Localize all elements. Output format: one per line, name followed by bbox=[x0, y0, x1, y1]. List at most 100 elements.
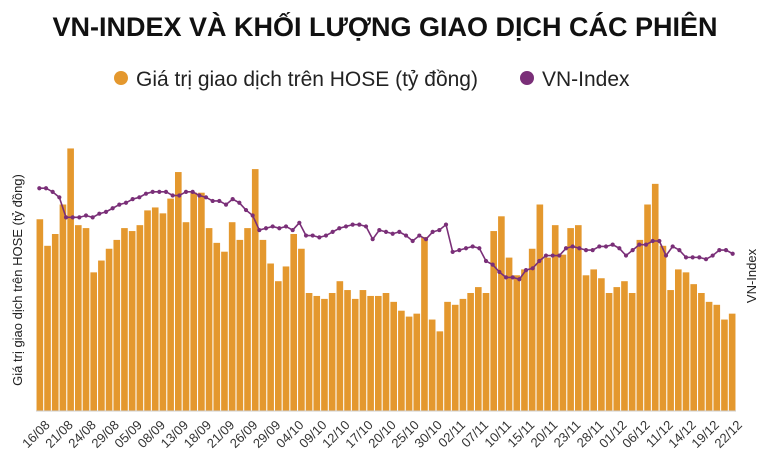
bar-53 bbox=[444, 301, 451, 411]
vn-index-point-45 bbox=[337, 226, 342, 231]
bar-71 bbox=[582, 275, 590, 411]
vn-index-point-32 bbox=[250, 213, 255, 218]
vn-index-point-13 bbox=[123, 200, 129, 205]
bar-44 bbox=[375, 295, 382, 411]
bar-80 bbox=[651, 183, 659, 411]
chart-title: VN-INDEX VÀ KHỐI LƯỢNG GIAO DỊCH CÁC PHI… bbox=[53, 10, 718, 42]
vn-index-point-28 bbox=[223, 202, 229, 207]
vn-index-point-88 bbox=[623, 253, 629, 258]
vn-index-point-74 bbox=[530, 266, 535, 271]
vn-index-point-84 bbox=[597, 244, 602, 249]
bars-layer bbox=[36, 148, 736, 412]
bar-38 bbox=[328, 293, 336, 411]
vn-index-point-21 bbox=[177, 193, 182, 198]
bar-2 bbox=[51, 234, 59, 411]
vn-index-point-77 bbox=[550, 253, 555, 258]
bar-14 bbox=[144, 210, 151, 411]
bar-45 bbox=[382, 293, 390, 411]
vn-index-point-65 bbox=[470, 244, 475, 249]
vn-index-point-76 bbox=[543, 253, 549, 258]
vn-index-point-44 bbox=[330, 229, 335, 234]
vn-index-point-92 bbox=[650, 238, 655, 244]
bar-83 bbox=[675, 269, 682, 411]
vn-index-point-95 bbox=[670, 244, 675, 249]
vn-index-point-7 bbox=[83, 213, 89, 218]
bar-7 bbox=[90, 272, 97, 411]
vn-index-point-42 bbox=[317, 235, 322, 240]
legend-line-marker bbox=[520, 71, 534, 85]
bar-67 bbox=[551, 225, 559, 411]
vn-index-point-11 bbox=[110, 206, 115, 211]
vn-index-point-5 bbox=[70, 215, 75, 220]
bar-25 bbox=[228, 222, 236, 411]
vn-index-point-43 bbox=[323, 233, 329, 238]
legend-bar-label: Giá trị giao dịch trên HOSE (tỷ đồng) bbox=[136, 68, 478, 91]
bar-24 bbox=[221, 251, 228, 411]
vn-index-point-69 bbox=[497, 269, 502, 275]
vn-index-point-20 bbox=[170, 193, 175, 198]
vn-index-point-100 bbox=[703, 257, 709, 262]
bar-89 bbox=[721, 319, 728, 411]
vn-index-point-34 bbox=[263, 226, 269, 231]
vn-index-point-91 bbox=[643, 242, 649, 247]
vn-index-point-56 bbox=[410, 238, 415, 244]
bar-72 bbox=[590, 269, 597, 411]
vn-index-point-68 bbox=[490, 262, 495, 267]
vn-index-point-57 bbox=[417, 233, 422, 238]
vn-index-point-37 bbox=[283, 224, 289, 229]
bar-0 bbox=[36, 219, 44, 411]
vn-index-point-58 bbox=[423, 237, 429, 242]
bar-36 bbox=[313, 295, 321, 411]
vn-index-point-22 bbox=[183, 189, 189, 194]
vn-index-point-24 bbox=[197, 193, 202, 198]
bar-57 bbox=[475, 287, 482, 411]
bar-50 bbox=[421, 236, 428, 411]
vn-index-point-67 bbox=[483, 258, 489, 264]
vn-index-point-98 bbox=[690, 255, 695, 260]
vn-index-point-14 bbox=[130, 197, 135, 202]
bar-84 bbox=[682, 272, 690, 411]
bar-61 bbox=[505, 257, 513, 411]
vn-index-point-86 bbox=[610, 242, 615, 247]
vn-index-point-61 bbox=[443, 222, 449, 227]
vn-index-point-31 bbox=[243, 207, 249, 213]
vn-index-point-16 bbox=[143, 191, 149, 196]
vn-index-point-60 bbox=[437, 227, 442, 233]
bar-48 bbox=[405, 316, 413, 411]
bar-78 bbox=[636, 239, 644, 411]
vn-index-point-30 bbox=[237, 200, 242, 205]
vn-index-point-102 bbox=[717, 248, 722, 253]
vn-index-point-6 bbox=[77, 215, 82, 220]
bar-15 bbox=[151, 207, 159, 411]
bar-4 bbox=[67, 148, 74, 411]
bar-42 bbox=[359, 290, 367, 411]
bar-10 bbox=[113, 239, 121, 411]
bar-87 bbox=[705, 301, 713, 411]
vn-index-point-52 bbox=[383, 229, 389, 234]
bar-51 bbox=[428, 319, 436, 411]
vn-index-point-18 bbox=[157, 189, 162, 194]
y-axis-label-right: VN-Index bbox=[744, 248, 759, 303]
bar-31 bbox=[275, 281, 282, 411]
vn-index-point-25 bbox=[203, 195, 209, 200]
vn-index-point-19 bbox=[163, 189, 169, 194]
bar-56 bbox=[467, 293, 474, 411]
bar-63 bbox=[521, 269, 528, 411]
legend: Giá trị giao dịch trên HOSE (tỷ đồng) VN… bbox=[114, 68, 630, 91]
bar-73 bbox=[598, 278, 605, 411]
vn-index-point-9 bbox=[97, 211, 102, 216]
vn-index-point-80 bbox=[570, 244, 575, 249]
vn-index-point-55 bbox=[403, 233, 409, 238]
vn-index-point-59 bbox=[430, 229, 435, 234]
bar-46 bbox=[390, 301, 397, 411]
bar-65 bbox=[536, 204, 544, 411]
bar-29 bbox=[259, 239, 267, 411]
vn-index-point-66 bbox=[477, 246, 482, 251]
vn-index-point-39 bbox=[297, 220, 302, 225]
bar-55 bbox=[459, 298, 467, 411]
vn-index-point-71 bbox=[510, 275, 515, 280]
bar-3 bbox=[59, 204, 67, 411]
bar-12 bbox=[128, 231, 136, 411]
